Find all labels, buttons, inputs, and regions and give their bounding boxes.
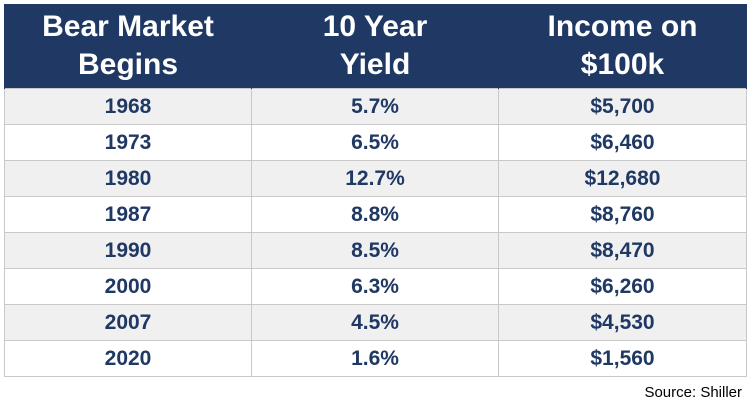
header-bear-market-begins: Bear Market Begins (4, 4, 252, 89)
header-line: Bear Market (42, 10, 214, 43)
income-cell: $8,470 (498, 232, 747, 269)
table-row: 1980 12.7% $12,680 (4, 160, 747, 197)
table-row: 1990 8.5% $8,470 (4, 232, 747, 269)
yield-cell: 8.5% (251, 232, 499, 269)
bear-market-yield-table: Bear Market Begins 10 Year Yield Income … (4, 4, 747, 377)
header-line: Income on (547, 10, 698, 43)
yield-cell: 6.3% (251, 268, 499, 305)
header-line: 10 Year (322, 10, 428, 43)
income-cell: $4,530 (498, 304, 747, 341)
table-row: 2007 4.5% $4,530 (4, 304, 747, 341)
header-line: Yield (339, 48, 411, 81)
table-row: 1987 8.8% $8,760 (4, 196, 747, 233)
table-row: 2020 1.6% $1,560 (4, 340, 747, 377)
yield-cell: 6.5% (251, 124, 499, 161)
yield-cell: 8.8% (251, 196, 499, 233)
income-cell: $1,560 (498, 340, 747, 377)
year-cell: 1973 (4, 124, 252, 161)
yield-cell: 12.7% (251, 160, 499, 197)
income-cell: $12,680 (498, 160, 747, 197)
year-cell: 1990 (4, 232, 252, 269)
source-note: Source: Shiller (644, 384, 742, 401)
yield-cell: 4.5% (251, 304, 499, 341)
table-row: 1973 6.5% $6,460 (4, 124, 747, 161)
yield-cell: 1.6% (251, 340, 499, 377)
year-cell: 1987 (4, 196, 252, 233)
header-income-on-100k: Income on $100k (498, 4, 747, 89)
year-cell: 2000 (4, 268, 252, 305)
header-row: Bear Market Begins 10 Year Yield Income … (4, 4, 747, 89)
year-cell: 2007 (4, 304, 252, 341)
header-10-year-yield: 10 Year Yield (251, 4, 499, 89)
income-cell: $6,460 (498, 124, 747, 161)
table-row: 2000 6.3% $6,260 (4, 268, 747, 305)
year-cell: 2020 (4, 340, 252, 377)
income-cell: $8,760 (498, 196, 747, 233)
year-cell: 1980 (4, 160, 252, 197)
data-table-container: Bear Market Begins 10 Year Yield Income … (4, 4, 747, 377)
income-cell: $6,260 (498, 268, 747, 305)
yield-cell: 5.7% (251, 88, 499, 125)
year-cell: 1968 (4, 88, 252, 125)
header-line: $100k (580, 48, 665, 81)
income-cell: $5,700 (498, 88, 747, 125)
table-body: 1968 5.7% $5,700 1973 6.5% $6,460 1980 12.7% $12… (4, 88, 747, 377)
header-line: Begins (77, 48, 179, 81)
table-row: 1968 5.7% $5,700 (4, 88, 747, 125)
